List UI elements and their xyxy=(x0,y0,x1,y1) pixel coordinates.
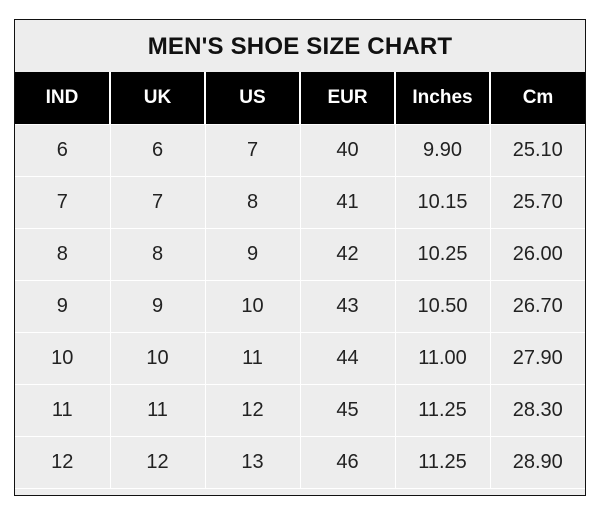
cell-us: 11 xyxy=(204,332,301,385)
cell-cm: 26.70 xyxy=(489,280,585,333)
cell-inches: 9.90 xyxy=(394,124,491,177)
cell-uk: 7 xyxy=(109,176,206,229)
size-chart: MEN'S SHOE SIZE CHART IND UK US EUR Inches Cm… xyxy=(14,19,586,496)
cell-cm: 27.90 xyxy=(489,332,585,385)
cell-ind: 12 xyxy=(15,436,111,489)
column-header-inches: Inches xyxy=(394,72,490,125)
cell-uk: 11 xyxy=(109,384,206,437)
table-row: 12 12 13 46 11.25 28.90 xyxy=(15,436,585,489)
cell-eur: 40 xyxy=(299,124,396,177)
header-row: IND UK US EUR Inches Cm xyxy=(15,72,585,125)
cell-eur: 45 xyxy=(299,384,396,437)
cell-cm: 25.10 xyxy=(489,124,585,177)
table-row: 10 10 11 44 11.00 27.90 xyxy=(15,332,585,385)
column-header-us: US xyxy=(204,72,300,125)
cell-ind: 6 xyxy=(15,124,111,177)
cell-inches: 10.15 xyxy=(394,176,491,229)
cell-us: 9 xyxy=(204,228,301,281)
cell-eur: 44 xyxy=(299,332,396,385)
table-row: 7 7 8 41 10.15 25.70 xyxy=(15,176,585,229)
cell-uk: 10 xyxy=(109,332,206,385)
table-row: 9 9 10 43 10.50 26.70 xyxy=(15,280,585,333)
column-header-cm: Cm xyxy=(489,72,585,125)
table-row: 6 6 7 40 9.90 25.10 xyxy=(15,124,585,177)
cell-uk: 9 xyxy=(109,280,206,333)
cell-us: 8 xyxy=(204,176,301,229)
column-header-eur: EUR xyxy=(299,72,395,125)
column-header-uk: UK xyxy=(109,72,205,125)
cell-ind: 9 xyxy=(15,280,111,333)
cell-uk: 8 xyxy=(109,228,206,281)
size-table: IND UK US EUR Inches Cm 6 6 7 40 9.90 25.10 7 7 8 41 10… xyxy=(15,72,585,489)
cell-ind: 11 xyxy=(15,384,111,437)
cell-cm: 28.30 xyxy=(489,384,585,437)
cell-inches: 11.25 xyxy=(394,384,491,437)
cell-ind: 10 xyxy=(15,332,111,385)
cell-us: 7 xyxy=(204,124,301,177)
chart-title: MEN'S SHOE SIZE CHART xyxy=(147,33,453,60)
cell-uk: 12 xyxy=(109,436,206,489)
table-row: 11 11 12 45 11.25 28.30 xyxy=(15,384,585,437)
cell-us: 12 xyxy=(204,384,301,437)
cell-eur: 46 xyxy=(299,436,396,489)
cell-ind: 7 xyxy=(15,176,111,229)
cell-inches: 11.25 xyxy=(394,436,491,489)
cell-inches: 10.25 xyxy=(394,228,491,281)
cell-us: 13 xyxy=(204,436,301,489)
cell-ind: 8 xyxy=(15,228,111,281)
cell-eur: 42 xyxy=(299,228,396,281)
cell-cm: 25.70 xyxy=(489,176,585,229)
cell-cm: 28.90 xyxy=(489,436,585,489)
cell-eur: 41 xyxy=(299,176,396,229)
cell-inches: 11.00 xyxy=(394,332,491,385)
cell-us: 10 xyxy=(204,280,301,333)
cell-inches: 10.50 xyxy=(394,280,491,333)
cell-uk: 6 xyxy=(109,124,206,177)
column-header-ind: IND xyxy=(15,72,110,125)
table-row: 8 8 9 42 10.25 26.00 xyxy=(15,228,585,281)
cell-cm: 26.00 xyxy=(489,228,585,281)
cell-eur: 43 xyxy=(299,280,396,333)
